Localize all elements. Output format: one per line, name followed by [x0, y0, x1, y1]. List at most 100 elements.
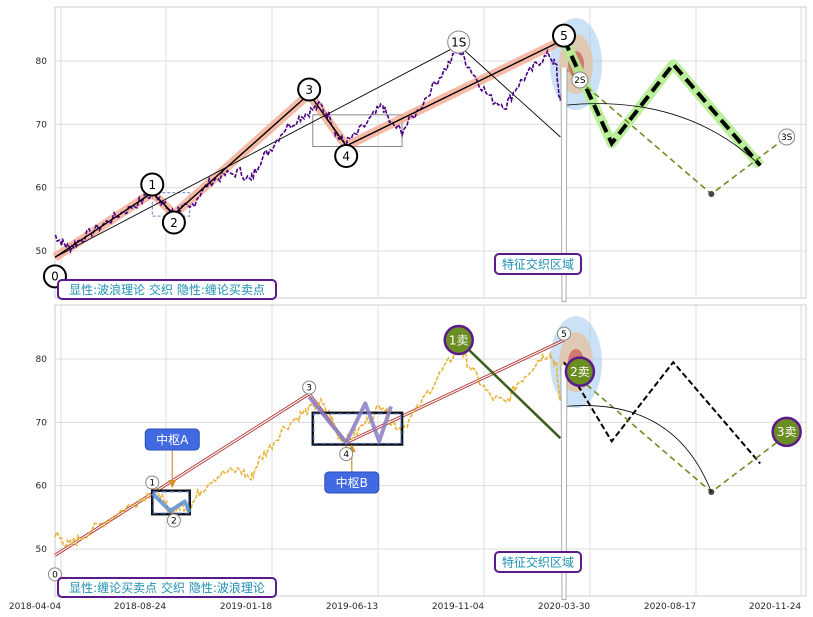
top-panel: 50 60 70 80 0 1 2 3 4 5 1S 2S 3S 显性:波浪理论 交织 隐性:缠论买卖点 特… — [36, 6, 807, 303]
wave-marker-0-circle — [47, 567, 62, 582]
zhongshu-a-arrowhead — [168, 480, 177, 488]
wave-marker-3: 3 — [302, 380, 317, 395]
spike-shape — [560, 67, 568, 303]
projection-arc — [563, 405, 712, 493]
x-tick-label: 2019-11-04 — [432, 602, 485, 612]
region-label-box — [494, 253, 582, 275]
projection-line — [562, 38, 762, 167]
sell-point-2卖-label: 2卖 — [570, 365, 590, 379]
region-label-text: 特征交织区域 — [502, 555, 574, 570]
plot-area — [54, 6, 807, 299]
zone-rect-2 — [312, 114, 403, 148]
wave-marker-5: 5 — [552, 23, 576, 48]
zhongshu-a-label-text: 中枢A — [156, 432, 189, 447]
wave-marker-1-label: 1 — [148, 178, 156, 192]
wave-marker-2-label: 2 — [170, 216, 178, 230]
wave-marker-3S-label: 3S — [781, 133, 793, 143]
wave-marker-4: 4 — [334, 144, 359, 168]
wave-marker-1S: 1S — [447, 30, 471, 54]
zhongshu-a-label-box — [144, 428, 200, 451]
wave-marker-3: 3 — [297, 77, 322, 102]
wave-marker-4-circle — [339, 447, 354, 461]
y-tick-label: 80 — [36, 355, 48, 365]
wave-marker-3S-circle — [778, 128, 796, 146]
wave-marker-2S-label: 2S — [574, 76, 586, 86]
wave-marker-1: 1 — [140, 172, 165, 197]
zhongshu-b-label-text: 中枢B — [336, 475, 368, 490]
x-tick-label: 2020-11-24 — [749, 602, 802, 612]
wave-marker-1-circle — [140, 172, 165, 197]
wave-marker-2S: 2S — [571, 71, 589, 89]
sell-point-1卖: 1卖 — [443, 324, 474, 356]
sell-segment-line — [457, 339, 562, 440]
legend-box-text: 显性:缠论买卖点 交织 隐性:波浪理论 — [69, 580, 265, 595]
price-line — [54, 343, 565, 548]
wave-marker-1S-circle — [447, 30, 471, 54]
zhongshu-inner-1 — [313, 413, 402, 445]
wave-marker-4-label: 4 — [343, 450, 349, 460]
zhongshu-b-strokes — [307, 395, 393, 445]
sell-point-2卖-circle — [564, 356, 596, 387]
wave-marker-1-label: 1 — [149, 479, 155, 489]
wave-marker-2S-circle — [571, 71, 589, 89]
wave-marker-1-circle — [145, 475, 160, 490]
y-tick-label: 70 — [36, 418, 48, 428]
projection-arc — [563, 103, 761, 166]
wave-marker-3-circle — [302, 380, 317, 395]
wave-marker-4-circle — [334, 144, 359, 168]
zhongshu-b-label: 中枢B — [324, 471, 380, 494]
legend-box: 显性:缠论买卖点 交织 隐性:波浪理论 — [57, 577, 277, 598]
y-tick-label: 80 — [36, 57, 48, 67]
projection-low-dot — [708, 191, 715, 197]
wave-marker-0-label: 0 — [51, 270, 59, 284]
x-tick-label: 2018-08-24 — [114, 602, 167, 612]
y-tick-label: 50 — [36, 247, 48, 257]
wave-marker-5-label: 5 — [561, 330, 567, 340]
x-tick-label: 2018-04-04 — [9, 602, 62, 612]
price-line — [54, 44, 565, 254]
wave-marker-3S: 3S — [778, 128, 796, 146]
sell-point-3卖-circle — [771, 416, 802, 448]
wave-marker-5-circle — [557, 326, 571, 341]
sell-point-1卖-circle — [443, 324, 474, 356]
wave-marker-0-label: 0 — [52, 571, 58, 581]
wave-marker-5-circle — [552, 23, 576, 48]
zhongshu-box-1 — [311, 411, 404, 446]
x-tick-label: 2020-08-17 — [644, 602, 696, 612]
projection-line — [563, 360, 761, 465]
y-tick-label: 60 — [36, 482, 48, 492]
wave-marker-3-label: 3 — [306, 384, 312, 394]
x-axis: 2018-04-04 2018-08-24 2019-01-18 2019-06-13… — [9, 602, 802, 612]
zhongshu-inner-0 — [152, 491, 190, 514]
region-label-text: 特征交织区域 — [502, 257, 574, 272]
wave-marker-1S-label: 1S — [451, 35, 466, 49]
wave-marker-5: 5 — [557, 326, 571, 341]
wave-marker-3-label: 3 — [305, 83, 313, 97]
legend-box: 显性:波浪理论 交织 隐性:缠论买卖点 — [57, 279, 277, 300]
sell-point-3卖: 3卖 — [771, 416, 802, 448]
zhongshu-b-label-box — [324, 471, 380, 494]
zhongshu-a-label: 中枢A — [144, 428, 200, 451]
x-tick-label: 2019-01-18 — [220, 602, 273, 612]
wave-marker-0: 0 — [47, 567, 62, 582]
region-label: 特征交织区域 — [494, 551, 582, 573]
y-tick-label: 50 — [36, 545, 48, 555]
wave-marker-2-label: 2 — [171, 517, 177, 527]
legend-box-box — [57, 577, 277, 598]
x-tick-label: 2019-06-13 — [326, 602, 378, 612]
sell-point-3卖-label: 3卖 — [777, 425, 797, 439]
legend-box-box — [57, 279, 277, 300]
wave-marker-2-circle — [166, 513, 181, 528]
y-tick-label: 60 — [36, 184, 48, 194]
wave-marker-3-circle — [297, 77, 322, 102]
y-tick-label: 70 — [36, 120, 48, 130]
sell-point-1卖-label: 1卖 — [449, 333, 469, 347]
x-tick-label: 2020-03-30 — [538, 602, 591, 612]
zone-rect-1 — [151, 192, 191, 217]
wave-line — [54, 38, 565, 258]
region-label: 特征交织区域 — [494, 253, 582, 275]
region-label-box — [494, 551, 582, 573]
wave-marker-1: 1 — [145, 475, 160, 490]
sell-point-2卖: 2卖 — [564, 356, 596, 387]
